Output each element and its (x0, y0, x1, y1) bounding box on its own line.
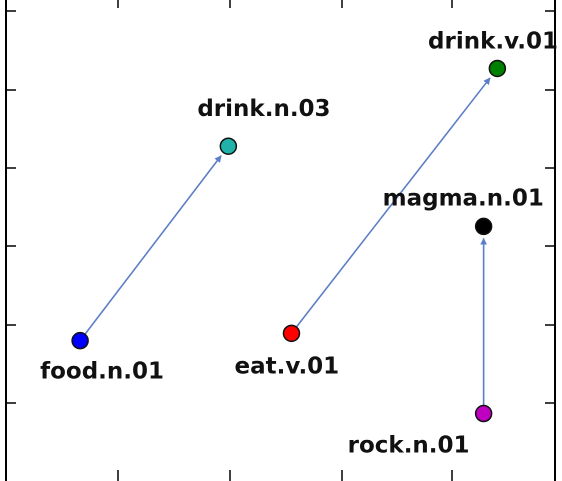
label-drink-n-03: drink.n.03 (197, 96, 330, 122)
point-drink-v-01 (488, 59, 507, 78)
axis-ticks (6, 0, 555, 481)
label-layer: food.n.01 drink.n.03 eat.v.01 drink.v.01 mag… (40, 28, 558, 458)
point-eat-v-01 (282, 324, 301, 343)
point-drink-n-03 (219, 137, 238, 155)
point-rock-n-01 (474, 404, 493, 423)
arrow-layer (84, 77, 491, 406)
arrow-0 (84, 155, 222, 335)
label-magma-n-01: magma.n.01 (383, 185, 544, 211)
plot-frame (5, 0, 556, 481)
arrow-1 (295, 77, 491, 328)
point-magma-n-01 (474, 217, 493, 236)
label-drink-v-01: drink.v.01 (428, 28, 558, 54)
label-food-n-01: food.n.01 (40, 359, 164, 385)
label-rock-n-01: rock.n.01 (348, 433, 470, 459)
point-layer (71, 59, 507, 423)
label-eat-v-01: eat.v.01 (234, 353, 339, 379)
point-food-n-01 (71, 331, 89, 350)
